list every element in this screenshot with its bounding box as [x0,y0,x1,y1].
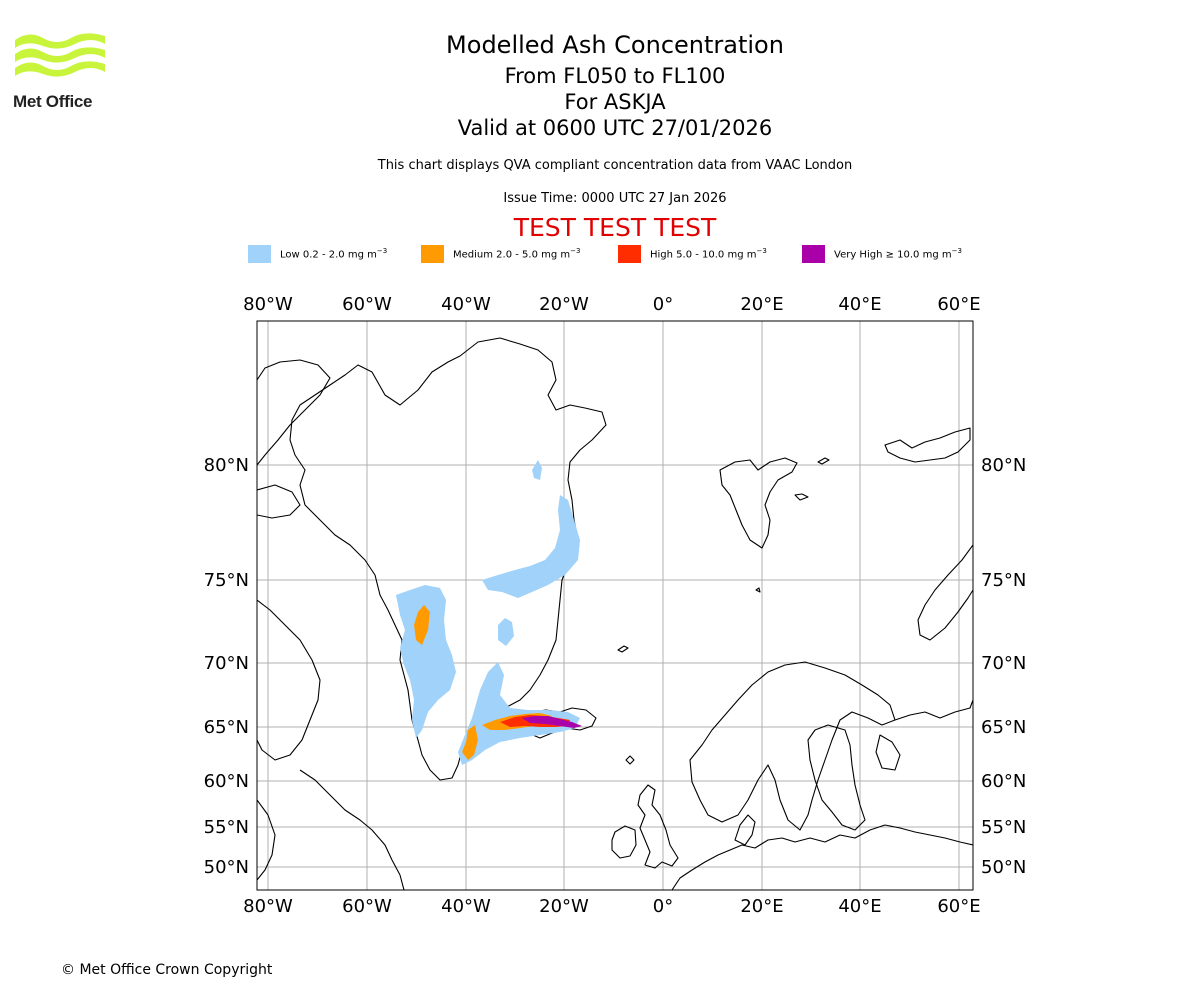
flight-level-range: From FL050 to FL100 [504,64,726,88]
logo-text: Met Office [13,92,93,111]
legend-swatch-high [618,245,641,263]
map-gridlines [257,321,973,890]
coastline-greenland [289,337,607,781]
legend-item-very-high: Very High ≥ 10.0 mg m−3 [802,244,962,264]
legend-label-medium: Medium 2.0 - 5.0 mg m−3 [453,247,581,261]
copyright-notice: © Met Office Crown Copyright [61,962,273,978]
lat-label-right: 60°N [981,771,1026,792]
test-banner: TEST TEST TEST [513,213,717,242]
ash-very-high-regions [522,716,582,728]
longitude-labels-bottom: 80°W 60°W 40°W 20°W 0° 20°E 40°E 60°E [243,896,980,917]
legend-swatch-very-high [802,245,825,263]
coastline-svalbard [719,457,798,549]
latitude-labels-left: 80°N 75°N 70°N 65°N 60°N 55°N 50°N [204,455,249,878]
legend-item-high: High 5.0 - 10.0 mg m−3 [618,244,767,264]
legend-item-medium: Medium 2.0 - 5.0 mg m−3 [421,244,580,264]
coastline-ellesmere [257,359,331,466]
lat-label-right: 70°N [981,653,1026,674]
coastline-bear-island [755,587,761,593]
ash-low-west-greenland [396,585,456,738]
chart-title: Modelled Ash Concentration [446,31,784,59]
coastline-labrador [299,769,405,890]
coastline-devon [257,484,301,519]
coastline-hudson [257,799,276,881]
lat-label-left: 65°N [204,717,249,738]
issue-time: Issue Time: 0000 UTC 27 Jan 2026 [503,191,727,206]
longitude-labels-top: 80°W 60°W 40°W 20°W 0° 20°E 40°E 60°E [243,294,980,315]
lon-label-top: 20°W [539,294,589,315]
legend-label-very-high: Very High ≥ 10.0 mg m−3 [834,247,962,261]
lat-label-left: 75°N [204,570,249,591]
ash-medium-south [462,725,478,760]
lat-label-left: 50°N [204,857,249,878]
coastline-baffin [257,599,321,761]
legend-item-low: Low 0.2 - 2.0 mg m−3 [248,244,387,264]
lon-label-bottom: 40°E [838,896,881,917]
coastline-faroe [625,755,635,765]
lat-label-left: 80°N [204,455,249,476]
lat-label-right: 55°N [981,817,1026,838]
lon-label-top: 40°W [441,294,491,315]
lon-label-bottom: 60°E [937,896,980,917]
lat-label-right: 65°N [981,717,1026,738]
legend-swatch-low [248,245,271,263]
lat-label-left: 60°N [204,771,249,792]
lat-label-right: 80°N [981,455,1026,476]
lat-label-left: 70°N [204,653,249,674]
lon-label-bottom: 60°W [342,896,392,917]
coastline-europe [671,824,973,890]
ash-very-high-iceland [522,716,582,728]
lon-label-bottom: 20°E [740,896,783,917]
ash-medium-west-greenland [414,605,430,645]
coastline-ireland [611,825,637,859]
legend-label-high: High 5.0 - 10.0 mg m−3 [650,247,767,261]
ash-low-regions [396,460,580,765]
met-office-logo: Met Office [13,30,108,112]
lon-label-top: 60°E [937,294,980,315]
ash-low-central [498,618,514,646]
lon-label-bottom: 80°W [243,896,293,917]
volcano-name: For ASKJA [564,90,666,114]
lon-label-top: 20°E [740,294,783,315]
coastline-kvitoya [817,457,830,465]
coastline-finland [807,724,866,831]
map-frame [256,320,974,891]
coastline-white-sea [875,734,901,771]
met-office-wave-icon [15,33,105,77]
lon-label-bottom: 20°W [539,896,589,917]
lon-label-bottom: 40°W [441,896,491,917]
lat-label-right: 50°N [981,857,1026,878]
coastline-great-britain [637,784,679,869]
chart-subtitle: This chart displays QVA compliant concen… [377,158,853,173]
lon-label-top: 40°E [838,294,881,315]
lat-label-right: 75°N [981,570,1026,591]
lon-label-top: 60°W [342,294,392,315]
legend-swatch-medium [421,245,444,263]
coastline-kong-karl [794,493,809,501]
legend-label-low: Low 0.2 - 2.0 mg m−3 [280,247,388,261]
coastline-novaya-zemlya [917,544,973,641]
ash-low-streak-north [532,460,542,480]
ash-low-se-greenland [458,662,580,765]
lon-label-top: 0° [653,294,673,315]
latitude-labels-right: 80°N 75°N 70°N 65°N 60°N 55°N 50°N [981,455,1026,878]
lon-label-top: 80°W [243,294,293,315]
coastline-denmark [734,814,756,846]
lat-label-left: 55°N [204,817,249,838]
coastlines [257,337,973,890]
ash-low-ne-greenland [482,495,580,598]
coastline-russia [894,699,973,721]
coastline-scandinavia [689,661,896,831]
lon-label-bottom: 0° [653,896,673,917]
valid-time: Valid at 0600 UTC 27/01/2026 [457,116,773,140]
coastline-jan-mayen [617,645,629,653]
coastline-franz-josef [884,427,971,463]
